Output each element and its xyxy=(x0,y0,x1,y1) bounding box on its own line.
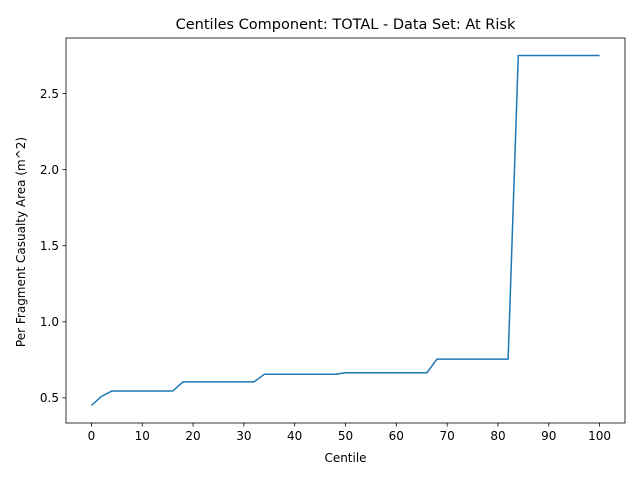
x-tick-label: 70 xyxy=(439,429,454,443)
x-tick-label: 100 xyxy=(588,429,611,443)
y-tick-label: 2.5 xyxy=(40,87,59,101)
x-tick-label: 80 xyxy=(490,429,505,443)
y-tick-label: 2.0 xyxy=(40,163,59,177)
x-axis-label: Centile xyxy=(324,451,366,465)
y-axis-label: Per Fragment Casualty Area (m^2) xyxy=(14,137,28,347)
series-line xyxy=(90,54,600,407)
x-tick-label: 0 xyxy=(88,429,96,443)
x-tick-label: 30 xyxy=(236,429,251,443)
y-tick-label: 0.5 xyxy=(40,391,59,405)
x-tick-label: 90 xyxy=(541,429,556,443)
x-tick-label: 50 xyxy=(338,429,353,443)
x-tick-label: 20 xyxy=(185,429,200,443)
x-tick-label: 10 xyxy=(135,429,150,443)
y-tick-label: 1.5 xyxy=(40,239,59,253)
x-tick-label: 40 xyxy=(287,429,302,443)
chart-title: Centiles Component: TOTAL - Data Set: At… xyxy=(176,17,516,33)
x-axis: 0 10 20 30 40 50 60 70 80 90 100 xyxy=(88,423,611,443)
y-tick-label: 1.0 xyxy=(40,315,59,329)
y-axis: 0.5 1.0 1.5 2.0 2.5 xyxy=(40,87,66,405)
x-tick-label: 60 xyxy=(389,429,404,443)
